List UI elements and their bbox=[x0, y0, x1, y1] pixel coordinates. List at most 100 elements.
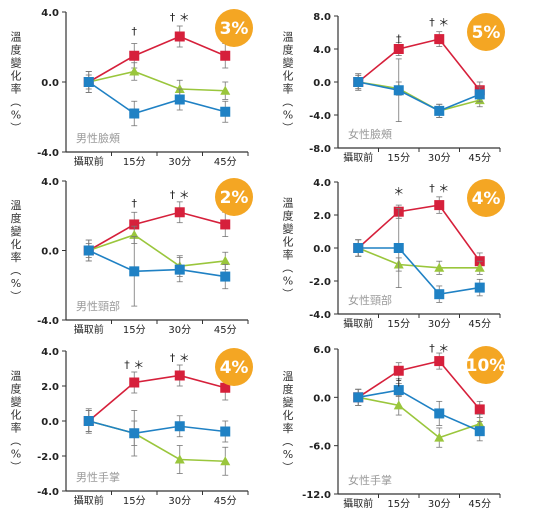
y-axis-label-char: （ bbox=[281, 96, 294, 107]
series-3 bbox=[83, 236, 231, 307]
series-2 bbox=[83, 225, 231, 277]
data-point bbox=[353, 77, 364, 87]
panel-subtitle: 女性手掌 bbox=[348, 473, 392, 487]
y-axis-label-char: 率 bbox=[283, 421, 294, 435]
series-3 bbox=[353, 207, 485, 303]
series-3 bbox=[83, 410, 231, 457]
percent-badge bbox=[215, 348, 253, 386]
y-tick-label: -4.0 bbox=[37, 487, 59, 498]
y-axis-label-char: 溫 bbox=[283, 196, 294, 210]
y-axis-label-char: ） bbox=[281, 288, 294, 299]
y-axis-label-char: 化 bbox=[283, 408, 294, 422]
x-tick-label: 45分 bbox=[468, 498, 491, 510]
panel-subtitle: 男性臉頰 bbox=[76, 131, 120, 145]
x-tick-label: 30分 bbox=[168, 495, 191, 507]
y-axis-label-char: ） bbox=[281, 122, 294, 133]
series-1 bbox=[353, 31, 485, 99]
data-point bbox=[220, 219, 231, 230]
x-tick-label: 15分 bbox=[387, 152, 410, 164]
y-axis-label-char: % bbox=[283, 448, 293, 461]
series-line bbox=[88, 35, 226, 83]
y-axis-label-char: % bbox=[11, 277, 21, 290]
data-point bbox=[83, 245, 94, 256]
y-tick-label: -12.0 bbox=[302, 490, 331, 501]
series-line bbox=[358, 81, 481, 112]
y-axis-label-char: 率 bbox=[11, 421, 22, 435]
data-point bbox=[220, 50, 231, 61]
series-2 bbox=[353, 75, 485, 118]
y-axis-label-char: % bbox=[283, 275, 293, 288]
y-tick-label: 0.0 bbox=[313, 393, 331, 404]
x-tick-label: 攝取前 bbox=[74, 494, 104, 507]
x-tick-label: 攝取前 bbox=[343, 497, 373, 510]
x-tick-label: 45分 bbox=[214, 324, 237, 336]
significance-mark: ＊ bbox=[393, 185, 404, 198]
panel-subtitle: 男性頸部 bbox=[76, 299, 120, 313]
significance-mark: † ＊ bbox=[124, 359, 144, 372]
x-tick-label: 30分 bbox=[428, 318, 451, 330]
data-point bbox=[174, 94, 185, 105]
panel-subtitle: 男性手掌 bbox=[76, 470, 120, 484]
y-axis-label-char: 變 bbox=[283, 395, 294, 409]
y-axis-label-char: 度 bbox=[11, 382, 22, 396]
data-point bbox=[353, 392, 364, 403]
data-point bbox=[220, 106, 231, 117]
data-point bbox=[393, 243, 404, 253]
y-axis-label-char: （ bbox=[9, 435, 22, 446]
data-point bbox=[129, 377, 140, 388]
data-point bbox=[129, 108, 140, 119]
x-tick-label: 45分 bbox=[214, 156, 237, 168]
data-point bbox=[393, 400, 404, 410]
data-point bbox=[220, 85, 231, 95]
series-line bbox=[88, 420, 226, 435]
y-tick-label: -8.0 bbox=[309, 144, 331, 155]
data-point bbox=[393, 44, 404, 54]
percent-badge bbox=[467, 346, 505, 384]
series-2 bbox=[83, 410, 231, 476]
percent-badge-label: 2% bbox=[220, 188, 249, 208]
y-axis-label-char: % bbox=[11, 109, 21, 122]
data-point bbox=[220, 382, 231, 393]
data-point bbox=[434, 34, 445, 45]
data-point bbox=[174, 264, 185, 275]
series-line bbox=[88, 81, 226, 115]
x-tick-label: 45分 bbox=[468, 152, 491, 164]
data-point bbox=[174, 31, 185, 42]
data-point bbox=[129, 66, 140, 76]
series-1 bbox=[83, 25, 231, 93]
series-3 bbox=[353, 383, 485, 442]
y-axis-label-char: 化 bbox=[11, 69, 22, 83]
y-tick-label: 4.0 bbox=[41, 347, 59, 358]
y-axis-label-char: 率 bbox=[11, 250, 22, 264]
y-tick-label: 4.0 bbox=[313, 45, 331, 56]
data-point bbox=[393, 385, 404, 396]
x-tick-label: 15分 bbox=[387, 498, 410, 510]
y-axis-label-char: % bbox=[11, 448, 21, 461]
y-tick-label: -4.0 bbox=[37, 148, 59, 159]
x-tick-label: 15分 bbox=[123, 495, 146, 507]
data-point bbox=[434, 105, 445, 116]
y-axis-label-char: 率 bbox=[283, 82, 294, 96]
x-tick-label: 45分 bbox=[214, 495, 237, 507]
significance-mark: † bbox=[396, 32, 402, 45]
series-line bbox=[358, 247, 480, 296]
data-point bbox=[434, 432, 445, 442]
data-point bbox=[129, 428, 140, 439]
y-axis-label-char: 度 bbox=[283, 382, 294, 396]
x-tick-label: 攝取前 bbox=[343, 151, 373, 164]
y-axis-label-char: 化 bbox=[11, 237, 22, 251]
x-tick-label: 15分 bbox=[123, 156, 146, 168]
data-point bbox=[220, 426, 231, 437]
series-line bbox=[88, 233, 226, 267]
y-axis-label-char: 度 bbox=[283, 43, 294, 57]
significance-mark: † ＊ bbox=[429, 182, 449, 195]
data-point bbox=[474, 282, 485, 293]
y-tick-label: -2.0 bbox=[309, 277, 331, 288]
panel-subtitle: 女性頸部 bbox=[348, 293, 392, 307]
data-point bbox=[220, 271, 231, 282]
y-axis-label-char: 變 bbox=[283, 56, 294, 70]
